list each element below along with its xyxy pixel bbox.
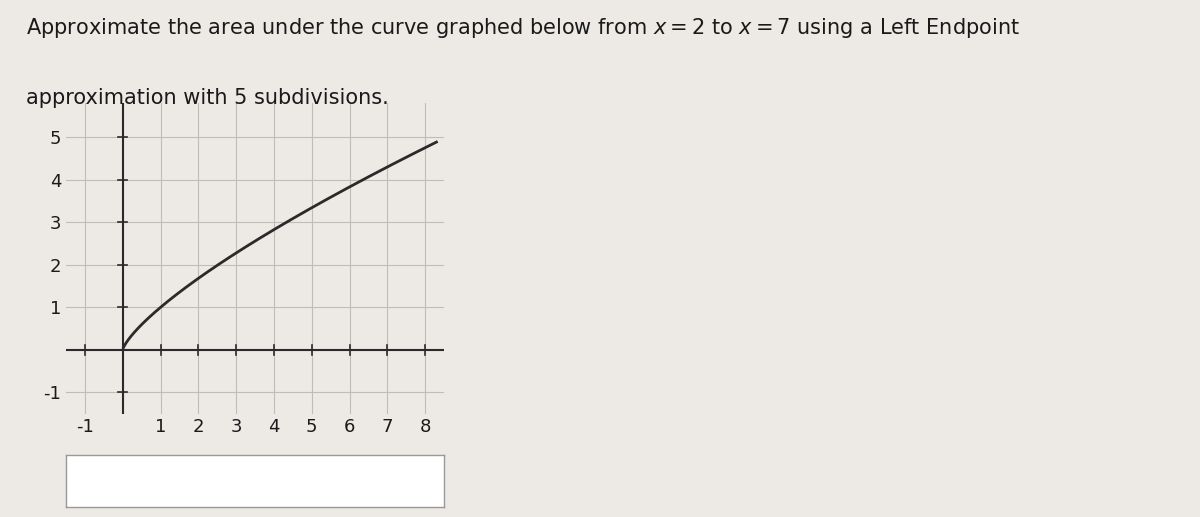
Text: Approximate the area under the curve graphed below from $x = 2$ to $x = 7$ using: Approximate the area under the curve gra… — [26, 16, 1020, 39]
Text: approximation with 5 subdivisions.: approximation with 5 subdivisions. — [26, 88, 389, 108]
